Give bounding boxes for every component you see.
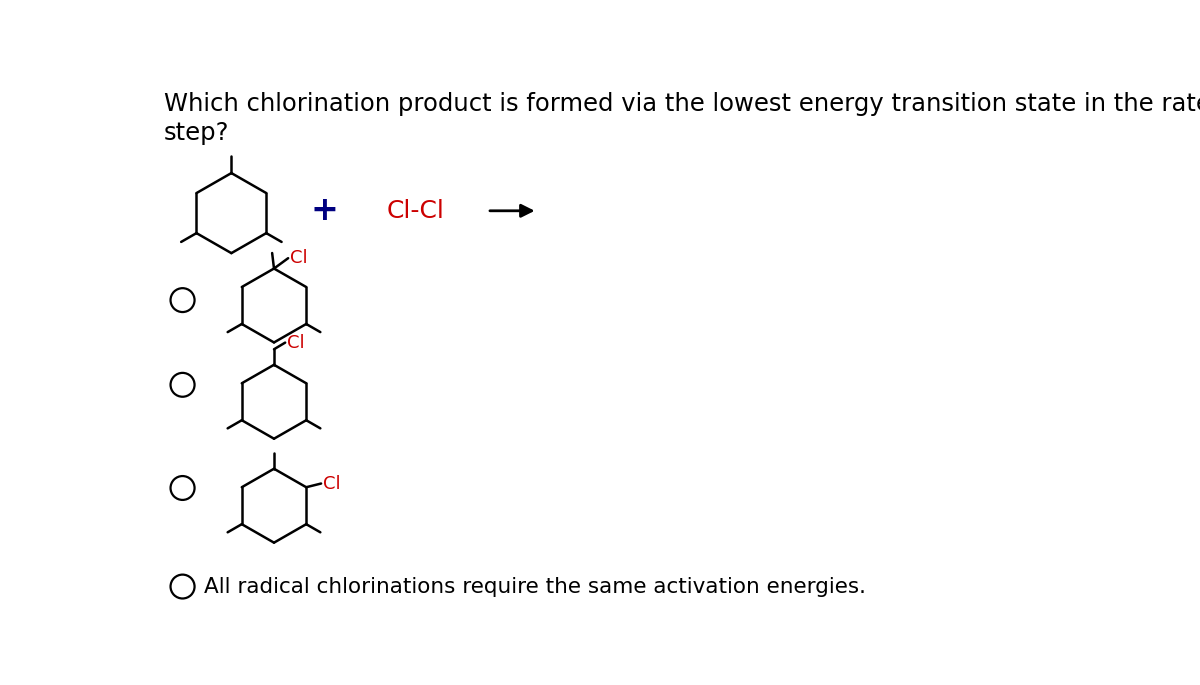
- Text: Cl: Cl: [323, 475, 341, 493]
- Text: Cl-Cl: Cl-Cl: [386, 199, 444, 223]
- Text: Cl: Cl: [287, 334, 305, 351]
- Text: Which chlorination product is formed via the lowest energy transition state in t: Which chlorination product is formed via…: [164, 92, 1200, 116]
- Text: All radical chlorinations require the same activation energies.: All radical chlorinations require the sa…: [204, 577, 866, 597]
- Text: Cl: Cl: [290, 249, 308, 267]
- Text: +: +: [311, 195, 338, 227]
- Text: step?: step?: [164, 121, 229, 145]
